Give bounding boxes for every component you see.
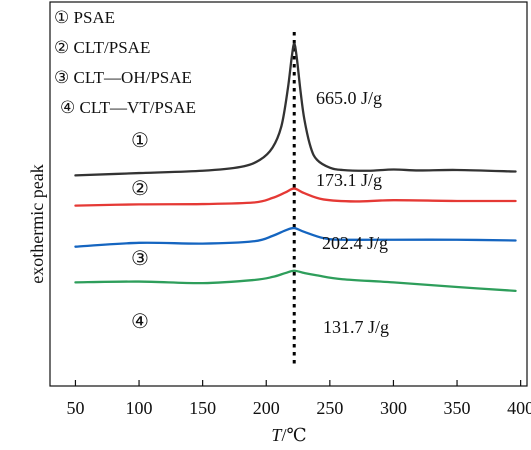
- x-tick-label: 100: [126, 398, 153, 418]
- curve-marker-clt-oh-psae: ③: [131, 248, 149, 270]
- x-axis-title: T/℃: [271, 425, 306, 445]
- enthalpy-label-clt-vt-psae: 131.7 J/g: [323, 317, 389, 337]
- series-line-clt-psae: [74, 187, 517, 207]
- series-line-psae: [74, 42, 517, 177]
- enthalpy-label-clt-psae: 173.1 J/g: [316, 170, 382, 190]
- curve-marker-clt-psae: ②: [131, 178, 149, 200]
- legend-entry-clt-vt-psae: ④ CLT—VT/PSAE: [60, 98, 196, 117]
- x-tick-label: 400: [507, 398, 531, 418]
- legend-entry-clt-psae: ② CLT/PSAE: [54, 38, 150, 57]
- legend-entry-psae: ① PSAE: [54, 8, 115, 27]
- x-axis-title-unit: /℃: [281, 425, 306, 445]
- curve-marker-clt-vt-psae: ④: [131, 311, 149, 333]
- x-tick-label: 200: [253, 398, 280, 418]
- x-tick-label: 250: [316, 398, 343, 418]
- plot-frame: [49, 1, 528, 387]
- series-line-clt-vt-psae: [74, 269, 517, 293]
- enthalpy-label-psae: 665.0 J/g: [316, 88, 382, 108]
- legend-entry-clt-oh-psae: ③ CLT—OH/PSAE: [54, 68, 192, 87]
- series-line-clt-oh-psae: [74, 226, 517, 248]
- x-tick-label: 300: [380, 398, 407, 418]
- x-axis-title-italic: T: [271, 425, 283, 445]
- y-axis-title: exothermic peak: [27, 164, 47, 283]
- enthalpy-label-clt-oh-psae: 202.4 J/g: [322, 233, 388, 253]
- x-tick-label: 150: [189, 398, 216, 418]
- curve-marker-psae: ①: [131, 130, 149, 152]
- x-tick-label: 50: [66, 398, 84, 418]
- x-tick-label: 350: [444, 398, 471, 418]
